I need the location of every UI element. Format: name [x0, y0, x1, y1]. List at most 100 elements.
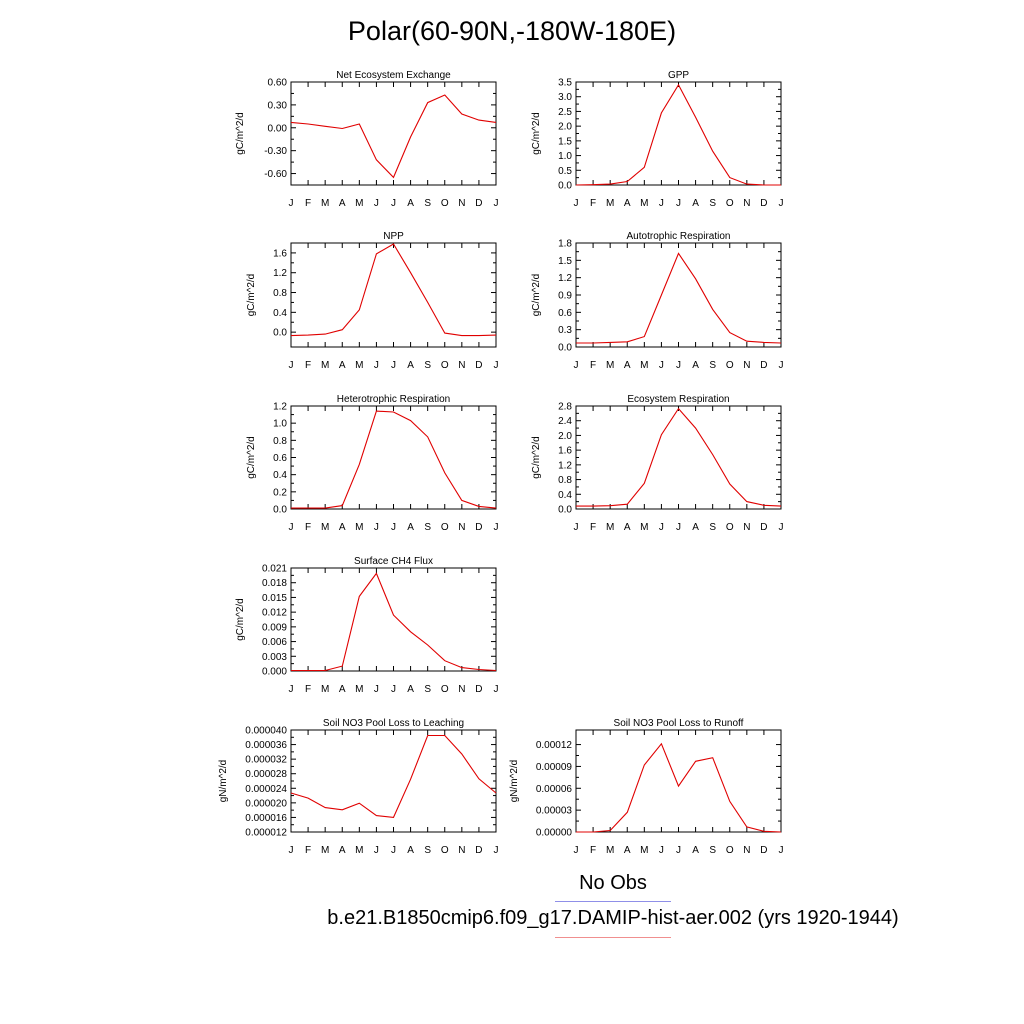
x-tick-label: A	[407, 198, 414, 209]
series-line	[290, 734, 497, 818]
x-tick-label: J	[676, 522, 681, 533]
x-tick-label: A	[339, 198, 346, 209]
plot-frame	[575, 405, 782, 510]
x-tick-label: J	[289, 845, 294, 856]
y-tick-label: 2.0	[558, 122, 572, 133]
y-tick-label: 0.0	[273, 505, 287, 516]
x-tick-label: N	[743, 360, 750, 371]
plot-frame	[575, 242, 782, 348]
x-tick-label: S	[424, 845, 431, 856]
x-tick-label: J	[574, 522, 579, 533]
x-tick-label: N	[743, 522, 750, 533]
y-tick-label: 0.6	[273, 453, 287, 464]
x-tick-label: D	[760, 845, 767, 856]
x-tick-label: A	[624, 845, 631, 856]
figure-title: Polar(60-90N,-180W-180E)	[347, 16, 677, 46]
x-tick-label: J	[494, 198, 499, 209]
x-tick-label: A	[692, 198, 699, 209]
y-tick-label: 1.2	[558, 273, 572, 284]
x-tick-label: J	[374, 522, 379, 533]
y-tick-label: 0.4	[273, 308, 287, 319]
x-tick-label: D	[475, 684, 482, 695]
series-line	[291, 572, 497, 672]
x-tick-label: O	[726, 360, 734, 371]
x-tick-label: M	[355, 845, 363, 856]
x-tick-label: O	[726, 522, 734, 533]
plot-frame	[290, 81, 497, 186]
y-tick-label: 0.015	[262, 593, 287, 604]
y-tick-label: 1.5	[558, 256, 572, 267]
x-tick-label: M	[321, 845, 329, 856]
x-tick-label: D	[475, 360, 482, 371]
legend-model-line	[555, 937, 671, 938]
chart-panel-7: Surface CH4 Flux gC/m^2/d 0.000 0.003 0.006 0…	[235, 556, 499, 695]
y-tick-label: 0.018	[262, 578, 287, 589]
x-tick-label: J	[391, 684, 396, 695]
x-tick-label: N	[458, 360, 465, 371]
x-tick-label: J	[659, 198, 664, 209]
y-tick-label: 0.000036	[245, 740, 287, 751]
plot-frame	[575, 81, 782, 186]
series-line	[576, 742, 782, 833]
x-tick-label: M	[606, 360, 614, 371]
x-tick-label: N	[743, 845, 750, 856]
x-tick-label: J	[494, 360, 499, 371]
x-tick-label: M	[321, 198, 329, 209]
y-tick-label: 0.3	[558, 325, 572, 336]
panel-title: Autotrophic Respiration	[627, 231, 731, 242]
y-tick-label: 0.000040	[245, 726, 287, 737]
x-tick-label: F	[305, 684, 311, 695]
y-axis-label: gC/m^2/d	[246, 274, 257, 317]
x-tick-label: J	[391, 360, 396, 371]
y-tick-label: 2.4	[558, 416, 572, 427]
y-tick-label: 0.000024	[245, 784, 287, 795]
x-tick-label: S	[424, 360, 431, 371]
series-line	[576, 252, 782, 344]
x-tick-label: J	[391, 522, 396, 533]
y-tick-label: 0.000032	[245, 755, 287, 766]
x-tick-label: M	[355, 360, 363, 371]
legend-obs-label: No Obs	[579, 872, 647, 894]
x-tick-label: D	[760, 198, 767, 209]
x-tick-label: J	[391, 198, 396, 209]
panel-title: Ecosystem Respiration	[627, 394, 729, 405]
plot-frame	[290, 405, 497, 510]
panel-title: NPP	[383, 231, 404, 242]
y-tick-label: 0.9	[558, 291, 572, 302]
y-tick-label: 0.000016	[245, 813, 287, 824]
x-tick-label: J	[494, 684, 499, 695]
y-tick-label: 0.00009	[536, 762, 573, 773]
chart-panel-8: Soil NO3 Pool Loss to Leaching gN/m^2/d 0.…	[218, 718, 498, 856]
x-tick-label: M	[640, 845, 648, 856]
y-axis-label: gC/m^2/d	[531, 274, 542, 317]
series-line	[575, 83, 781, 186]
x-tick-label: J	[676, 360, 681, 371]
y-tick-label: 0.5	[558, 166, 572, 177]
y-tick-label: 0.60	[268, 78, 288, 89]
x-tick-label: J	[391, 845, 396, 856]
x-tick-label: O	[441, 360, 449, 371]
y-tick-label: -0.30	[264, 146, 287, 157]
y-tick-label: 2.5	[558, 107, 572, 118]
series-line	[291, 410, 497, 509]
x-tick-label: S	[424, 684, 431, 695]
y-tick-label: 0.00006	[536, 784, 573, 795]
x-tick-label: S	[709, 845, 716, 856]
panel-title: Soil NO3 Pool Loss to Leaching	[323, 718, 464, 729]
y-tick-label: 0.000028	[245, 769, 287, 780]
x-tick-label: J	[659, 360, 664, 371]
y-tick-label: 0.6	[558, 308, 572, 319]
y-tick-label: 1.5	[558, 136, 572, 147]
x-tick-label: O	[726, 198, 734, 209]
series-line	[290, 94, 497, 179]
panel-title: Heterotrophic Respiration	[337, 394, 450, 405]
chart-panel-5: Heterotrophic Respiration gC/m^2/d 0.0 0.2 0…	[246, 394, 498, 533]
x-tick-label: A	[407, 845, 414, 856]
x-tick-label: F	[590, 845, 596, 856]
y-tick-label: 2.0	[558, 431, 572, 442]
x-tick-label: J	[374, 684, 379, 695]
legend-model-label: b.e21.B1850cmip6.f09_g17.DAMIP-hist-aer.…	[327, 907, 899, 929]
x-tick-label: O	[726, 845, 734, 856]
